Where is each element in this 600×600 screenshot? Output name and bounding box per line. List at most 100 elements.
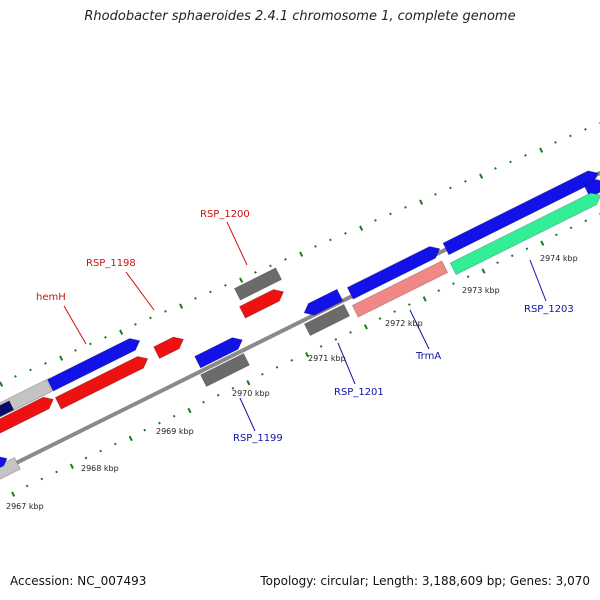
major-tick [119, 329, 124, 335]
minor-tick [194, 297, 197, 300]
major-tick [540, 240, 545, 246]
minor-tick [269, 264, 272, 268]
label-leader-lines [63, 221, 547, 432]
major-tick [239, 277, 244, 283]
genome-summary: Topology: circular; Length: 3,188,609 bp… [260, 574, 590, 588]
major-tick [299, 251, 304, 257]
major-tick [359, 225, 364, 231]
gene-label[interactable]: RSP_1201 [334, 387, 384, 398]
gene-labels: hemH RSP_1198 RSP_1200 RSP_1199 RSP_1201 TrmA… [36, 209, 574, 444]
gene-arrow[interactable] [449, 189, 600, 276]
major-tick [422, 296, 427, 302]
major-tick [479, 173, 484, 179]
minor-tick [584, 219, 588, 223]
gene-arrow[interactable] [200, 352, 250, 388]
gene-arrow[interactable] [194, 334, 246, 369]
leader-line [337, 342, 356, 385]
minor-tick [114, 442, 117, 446]
minor-tick [334, 338, 338, 341]
minor-tick [314, 245, 317, 248]
gene-arrow[interactable] [0, 400, 15, 424]
minor-tick [569, 134, 572, 138]
minor-tick [393, 310, 396, 313]
gene-arrow[interactable] [0, 454, 9, 473]
gene-arrow[interactable] [303, 303, 351, 337]
minor-tick [344, 232, 347, 235]
leader-line [226, 221, 248, 266]
gene-arrow[interactable] [153, 333, 187, 360]
minor-tick [509, 160, 512, 164]
minor-tick [14, 375, 17, 378]
minor-tick [202, 400, 205, 404]
minor-tick [510, 254, 514, 258]
scale-label: 2969 kbp [156, 427, 194, 436]
minor-tick [319, 345, 323, 348]
minor-tick [554, 141, 557, 144]
minor-tick [449, 186, 452, 190]
minor-tick [164, 310, 167, 313]
gene-label[interactable]: hemH [36, 292, 66, 303]
minor-tick [464, 180, 467, 183]
minor-tick [466, 275, 470, 279]
gene-arrow[interactable] [54, 353, 150, 410]
inner-tick-ring [11, 213, 600, 497]
minor-tick [404, 206, 407, 209]
minor-tick [452, 282, 455, 285]
gene-arrow[interactable] [46, 335, 142, 392]
scale-label: 2971 kbp [308, 354, 346, 363]
scale-label: 2968 kbp [81, 464, 119, 473]
minor-tick [134, 323, 137, 326]
minor-tick [569, 226, 573, 230]
scale-label: 2972 kbp [385, 319, 423, 328]
gene-label[interactable]: RSP_1199 [233, 433, 283, 444]
minor-tick [254, 271, 257, 274]
scale-label: 2970 kbp [232, 389, 270, 398]
gene-label[interactable]: RSP_1200 [200, 209, 250, 220]
minor-tick [378, 317, 382, 320]
gene-arrow[interactable] [0, 456, 21, 484]
minor-tick [584, 128, 587, 131]
major-tick [0, 381, 4, 387]
minor-tick [284, 258, 287, 261]
major-tick [305, 352, 310, 358]
gene-arrow[interactable] [301, 288, 344, 318]
minor-tick [408, 303, 411, 306]
gene-arrow[interactable] [233, 267, 283, 301]
minor-tick [74, 349, 77, 352]
scale-label: 2973 kbp [462, 286, 500, 295]
minor-tick [172, 414, 176, 418]
leader-line [529, 259, 547, 302]
minor-tick [25, 484, 29, 488]
gene-arrow[interactable] [351, 260, 449, 318]
gene-arrow[interactable] [442, 167, 600, 256]
leader-line [409, 309, 430, 350]
leader-line [63, 305, 87, 345]
gene-arrow[interactable] [346, 243, 442, 300]
leader-line [239, 397, 256, 432]
gene-arrow[interactable] [0, 394, 56, 437]
minor-tick [555, 233, 558, 237]
gene-label[interactable]: TrmA [415, 351, 441, 362]
minor-tick [231, 386, 235, 390]
major-tick [481, 268, 486, 274]
minor-tick [525, 247, 529, 251]
minor-tick [29, 368, 32, 372]
scale-label: 2967 kbp [6, 502, 44, 511]
minor-tick [149, 316, 152, 320]
gene-label[interactable]: RSP_1198 [86, 258, 136, 269]
major-tick [187, 407, 192, 414]
minor-tick [389, 212, 392, 216]
major-tick [128, 435, 133, 442]
major-tick [246, 379, 251, 386]
accession-text: Accession: NC_007493 [10, 574, 147, 588]
scale-labels: 2967 kbp 2968 kbp 2969 kbp 2970 kbp 2971 kbp… [6, 254, 578, 511]
minor-tick [290, 359, 294, 362]
minor-tick [329, 238, 332, 242]
minor-tick [275, 366, 279, 369]
minor-tick [99, 449, 102, 453]
gene-arrow[interactable] [238, 286, 287, 319]
gene-label[interactable]: RSP_1203 [524, 304, 574, 315]
minor-tick [434, 193, 437, 196]
scale-label: 2974 kbp [540, 254, 578, 263]
